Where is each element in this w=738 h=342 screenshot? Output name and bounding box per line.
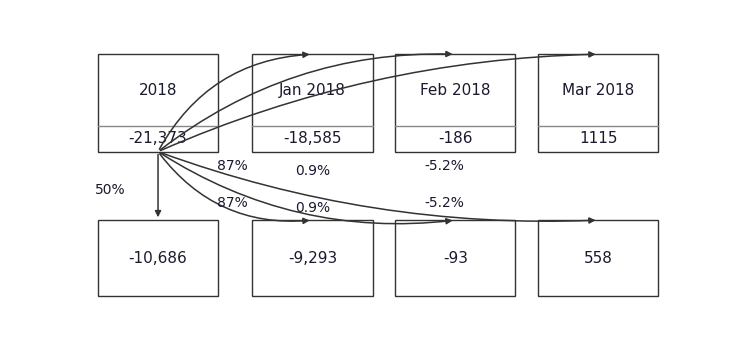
Text: Mar 2018: Mar 2018 (562, 83, 635, 98)
FancyBboxPatch shape (252, 220, 373, 297)
Text: 0.9%: 0.9% (295, 165, 330, 179)
FancyBboxPatch shape (539, 54, 658, 152)
FancyBboxPatch shape (396, 220, 516, 297)
Text: -10,686: -10,686 (128, 251, 187, 266)
Text: 0.9%: 0.9% (295, 201, 330, 215)
Text: Jan 2018: Jan 2018 (279, 83, 346, 98)
Text: 558: 558 (584, 251, 613, 266)
Text: -5.2%: -5.2% (424, 159, 464, 173)
FancyBboxPatch shape (98, 54, 218, 152)
FancyBboxPatch shape (98, 220, 218, 297)
Text: -18,585: -18,585 (283, 131, 342, 146)
Text: 87%: 87% (217, 159, 248, 173)
Text: -9,293: -9,293 (288, 251, 337, 266)
Text: 1115: 1115 (579, 131, 618, 146)
Text: -186: -186 (438, 131, 472, 146)
Text: 87%: 87% (217, 196, 248, 210)
Text: -21,373: -21,373 (128, 131, 187, 146)
Text: 50%: 50% (95, 183, 125, 197)
Text: -93: -93 (443, 251, 468, 266)
Text: Feb 2018: Feb 2018 (420, 83, 491, 98)
FancyBboxPatch shape (396, 54, 516, 152)
FancyBboxPatch shape (539, 220, 658, 297)
Text: 2018: 2018 (139, 83, 177, 98)
Text: -5.2%: -5.2% (424, 196, 464, 210)
FancyBboxPatch shape (252, 54, 373, 152)
